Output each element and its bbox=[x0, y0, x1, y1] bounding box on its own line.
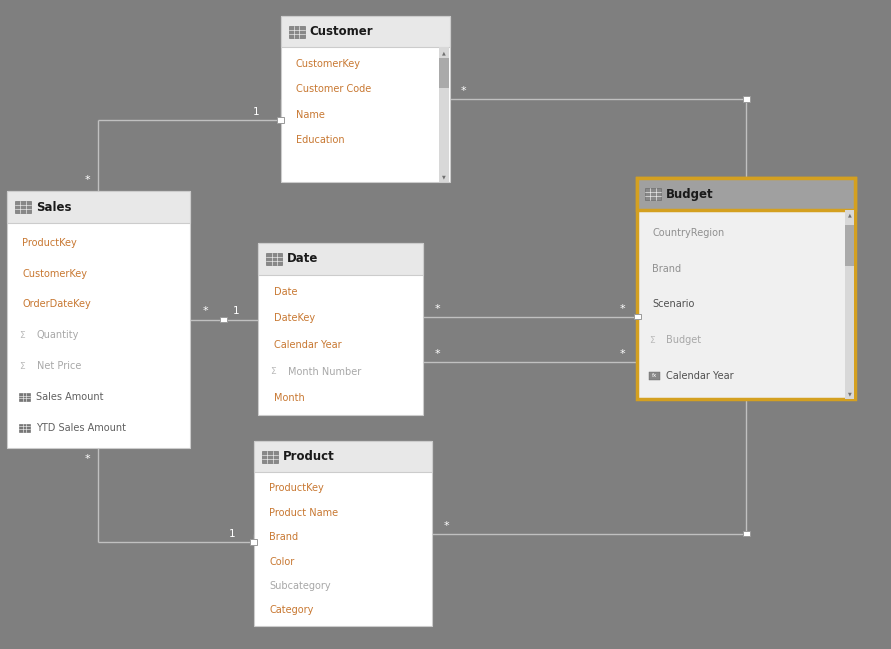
Text: 1: 1 bbox=[252, 107, 259, 117]
Bar bbox=[281, 16, 450, 182]
Text: ▲: ▲ bbox=[442, 50, 446, 55]
Text: *: * bbox=[620, 304, 625, 314]
Text: Color: Color bbox=[269, 557, 294, 567]
Text: Net Price: Net Price bbox=[37, 361, 81, 371]
Text: *: * bbox=[85, 175, 91, 185]
Bar bbox=[439, 47, 449, 182]
Text: ▲: ▲ bbox=[847, 212, 852, 217]
Text: Brand: Brand bbox=[652, 263, 682, 274]
Text: 1: 1 bbox=[228, 529, 235, 539]
Text: 1: 1 bbox=[233, 306, 240, 316]
Text: Category: Category bbox=[269, 606, 314, 615]
Text: ProductKey: ProductKey bbox=[22, 238, 77, 248]
Text: CustomerKey: CustomerKey bbox=[296, 59, 361, 69]
Text: Calendar Year: Calendar Year bbox=[666, 371, 733, 381]
Bar bbox=[634, 314, 641, 319]
Bar bbox=[637, 178, 855, 210]
Bar bbox=[281, 16, 450, 47]
Bar bbox=[254, 441, 432, 472]
Text: OrderDateKey: OrderDateKey bbox=[22, 299, 91, 310]
Text: Budget: Budget bbox=[666, 335, 701, 345]
Text: Product: Product bbox=[282, 450, 334, 463]
Text: *: * bbox=[444, 521, 449, 531]
Bar bbox=[254, 441, 432, 626]
Text: CountryRegion: CountryRegion bbox=[652, 228, 724, 238]
Bar bbox=[277, 117, 284, 123]
Text: Quantity: Quantity bbox=[37, 330, 79, 340]
Text: Education: Education bbox=[296, 135, 345, 145]
Bar bbox=[845, 225, 854, 267]
Text: Subcategory: Subcategory bbox=[269, 581, 331, 591]
Bar bbox=[439, 58, 449, 88]
Text: Customer: Customer bbox=[309, 25, 372, 38]
Text: *: * bbox=[461, 86, 466, 95]
Text: Scenario: Scenario bbox=[652, 299, 695, 310]
Text: *: * bbox=[435, 304, 440, 314]
Bar bbox=[262, 451, 278, 463]
Bar bbox=[220, 317, 227, 322]
Text: Σ: Σ bbox=[270, 367, 275, 376]
Bar bbox=[258, 243, 423, 415]
Text: Brand: Brand bbox=[269, 532, 298, 542]
Bar bbox=[742, 96, 750, 101]
Text: *: * bbox=[85, 454, 91, 465]
Text: Product Name: Product Name bbox=[269, 508, 339, 518]
Bar bbox=[289, 26, 305, 38]
Bar bbox=[250, 539, 257, 545]
Text: YTD Sales Amount: YTD Sales Amount bbox=[36, 422, 126, 433]
Bar bbox=[19, 424, 30, 432]
Bar bbox=[649, 372, 660, 380]
Bar bbox=[7, 191, 190, 448]
Text: Month Number: Month Number bbox=[288, 367, 361, 376]
Text: *: * bbox=[435, 349, 440, 359]
Text: Calendar Year: Calendar Year bbox=[274, 340, 341, 350]
Text: CustomerKey: CustomerKey bbox=[22, 269, 87, 278]
Text: ▼: ▼ bbox=[847, 391, 852, 397]
Text: ▼: ▼ bbox=[442, 174, 446, 179]
Text: ProductKey: ProductKey bbox=[269, 484, 323, 493]
Bar bbox=[637, 178, 855, 399]
Bar bbox=[645, 188, 661, 200]
Bar bbox=[845, 210, 854, 399]
Bar bbox=[19, 393, 30, 401]
Bar bbox=[15, 201, 31, 213]
Bar bbox=[7, 191, 190, 223]
Text: Name: Name bbox=[296, 110, 324, 119]
Text: *: * bbox=[620, 349, 625, 359]
Text: Sales Amount: Sales Amount bbox=[36, 392, 103, 402]
Text: Budget: Budget bbox=[666, 188, 713, 201]
Text: *: * bbox=[203, 306, 208, 316]
Text: fx: fx bbox=[652, 373, 657, 378]
Bar bbox=[258, 243, 423, 275]
Text: Month: Month bbox=[274, 393, 305, 403]
Text: Customer Code: Customer Code bbox=[296, 84, 371, 94]
Text: DateKey: DateKey bbox=[274, 313, 315, 323]
Text: Σ: Σ bbox=[19, 331, 24, 339]
Text: Date: Date bbox=[274, 287, 297, 297]
Bar bbox=[742, 531, 750, 536]
Bar bbox=[266, 253, 282, 265]
Text: Sales: Sales bbox=[36, 201, 71, 214]
Text: Σ: Σ bbox=[19, 361, 24, 371]
Text: Date: Date bbox=[287, 252, 318, 265]
Text: Σ: Σ bbox=[649, 336, 654, 345]
